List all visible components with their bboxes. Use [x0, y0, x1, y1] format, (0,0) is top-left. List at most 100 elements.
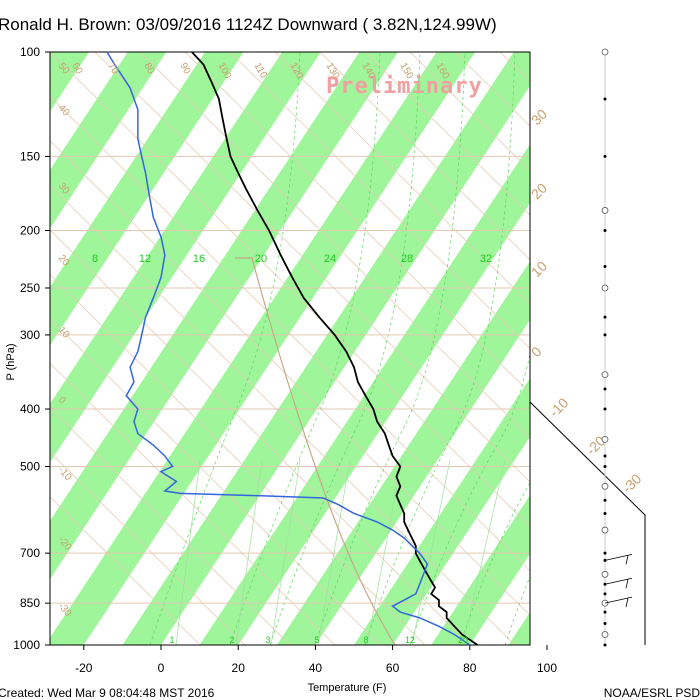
dry-adiabat-label: -10: [56, 465, 74, 483]
isotherm-band: [431, 495, 530, 645]
wind-calm-marker: [601, 482, 609, 490]
isotherm-band: [50, 52, 321, 463]
isotherm-band: [586, 52, 700, 645]
wind-dot: [603, 551, 607, 555]
y-tick-label: 500: [20, 459, 40, 473]
mixing-ratio-line: [235, 459, 263, 645]
wind-dot: [603, 592, 607, 596]
dry-adiabat-line: [50, 273, 426, 645]
y-tick-label: 200: [20, 224, 40, 238]
wind-calm-marker: [601, 207, 609, 214]
mixing-ratio-label-small: 3: [265, 635, 270, 645]
plot-area: [50, 52, 700, 645]
dry-adiabat-line: [139, 52, 530, 439]
parcel-curve: [235, 257, 396, 645]
mixing-ratio-line: [462, 459, 506, 645]
dry-adiabat-line: [50, 407, 291, 645]
wind-barb: [604, 554, 633, 561]
y-tick-label: 400: [20, 402, 40, 416]
dry-adiabat-label: 20: [528, 180, 550, 202]
mixing-ratio-label: 32: [480, 253, 492, 265]
y-tick-label: 150: [20, 149, 40, 163]
wind-barb-flag: [625, 598, 629, 608]
credit-label: NOAA/ESRL PSD: [604, 686, 700, 700]
x-tick-label: 80: [463, 661, 477, 675]
mixing-ratio-label-small: 8: [363, 635, 368, 645]
isotherm-band: [276, 261, 530, 645]
dry-adiabat-label: 90: [177, 61, 192, 77]
x-tick-label: 60: [386, 661, 400, 675]
y-tick-label: 1000: [13, 638, 40, 652]
wind-calm-marker: [601, 570, 609, 578]
pressure-gridlines: [50, 52, 530, 645]
wind-barb: [604, 596, 633, 604]
mixing-ratio-label: 20: [255, 253, 267, 265]
x-tick-label: 20: [232, 661, 246, 675]
isotherm-band: [354, 378, 530, 645]
wind-calm-marker: [601, 631, 609, 638]
wind-dot: [603, 333, 607, 337]
dry-adiabat-label: -10: [546, 394, 572, 420]
mixing-ratio-lines: [175, 459, 506, 645]
dewpoint-series: [106, 51, 471, 646]
dewpoint-line: [106, 51, 471, 646]
mixing-ratio-label-small: 20: [458, 635, 468, 645]
y-tick-label: 100: [20, 45, 40, 59]
wind-dot: [603, 407, 607, 411]
wind-dot: [603, 610, 607, 614]
dry-adiabat-line: [50, 451, 246, 645]
mixing-ratio-label-small: 5: [314, 635, 319, 645]
dry-adiabat-line: [409, 52, 530, 172]
moist-adiabat-line: [364, 52, 516, 645]
wind-calm-marker: [601, 48, 609, 56]
dry-adiabat-label: 60: [69, 61, 84, 77]
mixing-ratio-line: [317, 459, 351, 645]
dry-adiabat-label: 0: [56, 395, 68, 407]
x-tick-label: 0: [158, 661, 165, 675]
y-tick-label: 300: [20, 328, 40, 342]
isotherm-band: [50, 52, 167, 229]
dry-adiabat-line: [184, 52, 530, 394]
dry-adiabat-line: [94, 52, 530, 483]
temperature-series: [191, 51, 479, 646]
dry-adiabat-line: [50, 362, 336, 645]
wind-dot: [603, 464, 607, 468]
watermark: Preliminary: [326, 74, 483, 99]
isotherm-band: [50, 52, 398, 580]
mixing-ratio-label-small: 12: [405, 635, 415, 645]
mixing-ratio-line: [411, 459, 451, 645]
wind-calm-marker: [601, 371, 609, 379]
mixing-ratio-label: 24: [324, 253, 336, 265]
dry-adiabat-label: 10: [528, 258, 550, 280]
dry-adiabat-label: 80: [141, 61, 156, 77]
isotherm-band: [663, 52, 700, 645]
plot-frame: [49, 51, 531, 646]
isotherm-band: [508, 612, 530, 645]
dry-adiabat-label: -30: [619, 470, 645, 496]
dry-adiabat-line: [274, 52, 530, 305]
mixing-ratio-line: [270, 459, 301, 645]
x-tick-label: 40: [309, 661, 323, 675]
wind-barb-flag: [625, 579, 629, 589]
wind-dot: [603, 387, 607, 391]
mixing-ratio-label-small: 1: [169, 635, 174, 645]
wind-dot: [603, 622, 607, 626]
mixing-ratio-label-small: 2: [229, 635, 234, 645]
wind-barb-column: [601, 48, 633, 647]
wind-dot: [603, 315, 607, 319]
isotherm-band: [122, 52, 530, 645]
mixing-ratio-label: 8: [92, 253, 98, 265]
wind-calm-marker: [601, 526, 609, 534]
dry-adiabat-line: [50, 95, 530, 572]
dry-adiabat-line: [50, 318, 381, 645]
dry-adiabat-line: [50, 52, 530, 527]
wind-dot: [603, 154, 607, 158]
chart-title: Ronald H. Brown: 03/09/2016 1124Z Downwa…: [0, 15, 497, 34]
moist-adiabat-line: [409, 352, 530, 645]
y-tick-label: 700: [20, 546, 40, 560]
mixing-ratio-line: [175, 459, 201, 645]
dry-adiabat-line: [50, 496, 201, 645]
mixing-ratio-line: [366, 459, 403, 645]
y-axis-label: P (hPa): [5, 343, 17, 380]
dry-adiabat-label: 40: [56, 103, 72, 119]
